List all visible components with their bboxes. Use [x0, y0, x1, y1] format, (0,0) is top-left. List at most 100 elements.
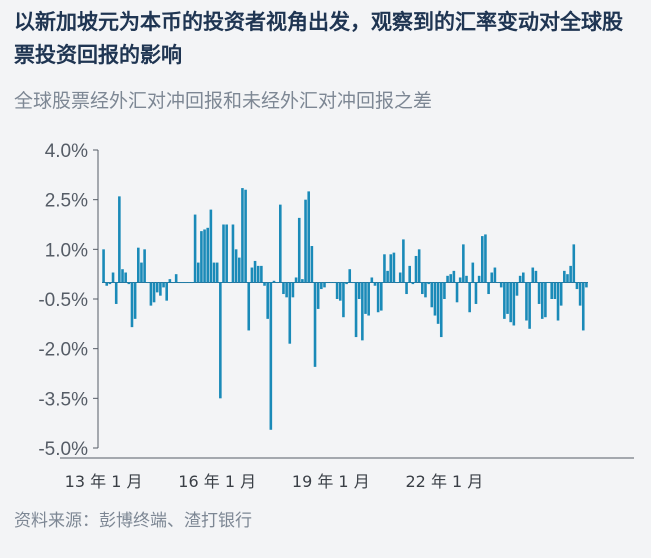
bar [367, 282, 370, 316]
bar [237, 257, 241, 283]
bar [569, 265, 572, 283]
bar [581, 282, 585, 331]
bar [297, 217, 301, 283]
bar [121, 269, 124, 283]
bar [480, 236, 484, 283]
bar [171, 282, 175, 284]
y-tick-label: -5.0% [38, 439, 88, 460]
bar [351, 282, 355, 284]
bar [528, 282, 531, 329]
bar [178, 282, 181, 284]
bar [348, 269, 352, 283]
bar [155, 282, 159, 293]
y-tick-label: -2.0% [38, 340, 88, 361]
bar [550, 282, 553, 299]
bar [446, 275, 449, 283]
bar [452, 270, 456, 283]
bar [496, 282, 500, 284]
bar [572, 244, 576, 283]
bar [398, 272, 402, 283]
bar [361, 282, 364, 341]
bar [474, 282, 478, 304]
bar [190, 282, 194, 284]
chart-subtitle: 全球股票经外汇对冲回报和未经外汇对冲回报之差 [14, 90, 433, 112]
bar [304, 199, 307, 283]
bar [471, 262, 475, 283]
bar [487, 282, 490, 295]
bar [402, 239, 405, 283]
bar [547, 282, 550, 284]
bar [424, 282, 427, 298]
bar [143, 249, 146, 283]
bar [250, 267, 254, 283]
bar [159, 282, 162, 296]
bar [439, 282, 443, 338]
bar [544, 282, 547, 318]
bar [206, 227, 210, 283]
bar [152, 282, 156, 303]
bar [408, 265, 411, 283]
y-axis: 4.0% 2.5% 1.0% -0.5% -2.0% -3.5% -5.0% [38, 141, 99, 460]
bar [392, 252, 396, 283]
bar [493, 267, 497, 283]
bar [130, 282, 134, 328]
bar [512, 282, 516, 326]
y-tick-label: -3.5% [38, 389, 88, 410]
bar [215, 262, 219, 283]
bar [342, 282, 345, 318]
bar [279, 204, 282, 283]
bar [534, 270, 538, 283]
bar [244, 189, 247, 283]
bar [231, 224, 235, 283]
bar [114, 282, 118, 304]
bar [376, 282, 380, 313]
y-tick-label: -0.5% [38, 290, 88, 311]
bar [506, 282, 509, 314]
bar [518, 275, 522, 283]
y-tick-label: 1.0% [45, 240, 88, 261]
bar [225, 224, 228, 283]
bar [537, 282, 541, 304]
y-tick-label: 2.5% [45, 191, 88, 212]
bar [102, 249, 105, 283]
bar [405, 282, 408, 295]
bar [357, 282, 361, 299]
bar [509, 282, 512, 323]
bar [578, 282, 582, 306]
bar [162, 282, 165, 288]
bar [373, 282, 377, 286]
bar [499, 282, 503, 288]
bar [316, 282, 320, 309]
bar [575, 282, 579, 290]
bar [275, 282, 279, 284]
bar [118, 196, 121, 283]
bar [181, 282, 184, 284]
bar [193, 214, 197, 283]
bar [455, 282, 459, 303]
bar [253, 260, 257, 283]
bar [269, 282, 273, 430]
bar [477, 275, 481, 283]
bar [133, 282, 137, 319]
bar [364, 282, 367, 314]
bar [559, 282, 563, 306]
bar [307, 191, 310, 283]
bar [272, 280, 276, 283]
bar [433, 282, 437, 316]
bar [313, 282, 317, 367]
bar [414, 255, 418, 283]
bar [260, 265, 263, 283]
bar [490, 272, 494, 283]
bar [310, 246, 314, 283]
bar [149, 282, 153, 306]
bar [458, 277, 462, 283]
bar [196, 262, 200, 283]
bar [329, 282, 333, 284]
bar [203, 229, 206, 283]
bar [291, 282, 295, 298]
bar [430, 282, 434, 308]
bar [566, 274, 569, 283]
bar [266, 282, 269, 319]
bar [427, 282, 430, 285]
